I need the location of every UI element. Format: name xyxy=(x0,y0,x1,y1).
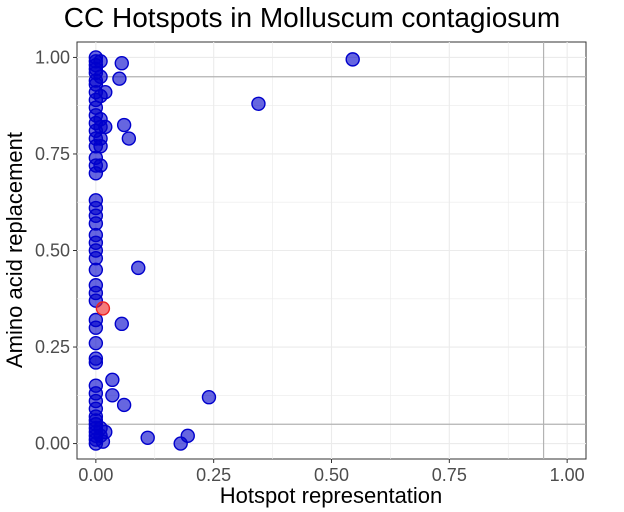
reference-lines xyxy=(77,42,586,459)
data-point xyxy=(93,158,108,173)
data-point xyxy=(116,397,132,413)
y-axis-title: Amino acid replacement xyxy=(2,132,27,368)
y-tick-label: 0.00 xyxy=(35,434,70,454)
data-point xyxy=(98,84,113,100)
data-points xyxy=(88,50,360,451)
data-point xyxy=(88,320,104,335)
grid-lines xyxy=(77,42,586,459)
y-tick-label: 0.25 xyxy=(35,337,70,357)
data-point xyxy=(121,131,137,146)
highlighted-data-point xyxy=(95,301,111,316)
data-point xyxy=(140,430,155,445)
data-point xyxy=(105,388,120,403)
data-point xyxy=(116,117,132,133)
data-point xyxy=(345,52,360,67)
y-tick-label: 0.75 xyxy=(35,144,70,164)
data-point xyxy=(98,119,113,135)
x-tick-label: 1.00 xyxy=(550,465,585,485)
data-point xyxy=(114,56,129,71)
x-axis-title: Hotspot representation xyxy=(220,483,443,508)
data-point xyxy=(93,69,108,84)
x-tick-label: 0.75 xyxy=(432,465,467,485)
data-point xyxy=(88,335,104,351)
data-point xyxy=(93,139,108,154)
data-point xyxy=(201,390,217,405)
data-point xyxy=(93,54,108,69)
y-tick-label: 1.00 xyxy=(35,47,70,67)
y-tick-label: 0.50 xyxy=(35,241,70,261)
data-point xyxy=(88,355,104,370)
data-point xyxy=(131,260,146,276)
data-point xyxy=(105,372,120,388)
x-tick-label: 0.25 xyxy=(196,465,231,485)
x-tick-label: 0.00 xyxy=(78,465,113,485)
data-point xyxy=(112,71,127,86)
x-tick-label: 0.50 xyxy=(314,465,349,485)
data-point xyxy=(180,428,195,444)
chart-title: CC Hotspots in Molluscum contagiosum xyxy=(63,2,561,33)
data-point xyxy=(88,262,104,278)
y-axis-ticks: 0.00 0.25 0.50 0.75 1.00 xyxy=(35,47,77,454)
data-point xyxy=(251,96,266,111)
data-point xyxy=(98,424,113,440)
data-point xyxy=(114,316,129,332)
x-axis-ticks: 0.00 0.25 0.50 0.75 1.00 xyxy=(78,459,585,485)
